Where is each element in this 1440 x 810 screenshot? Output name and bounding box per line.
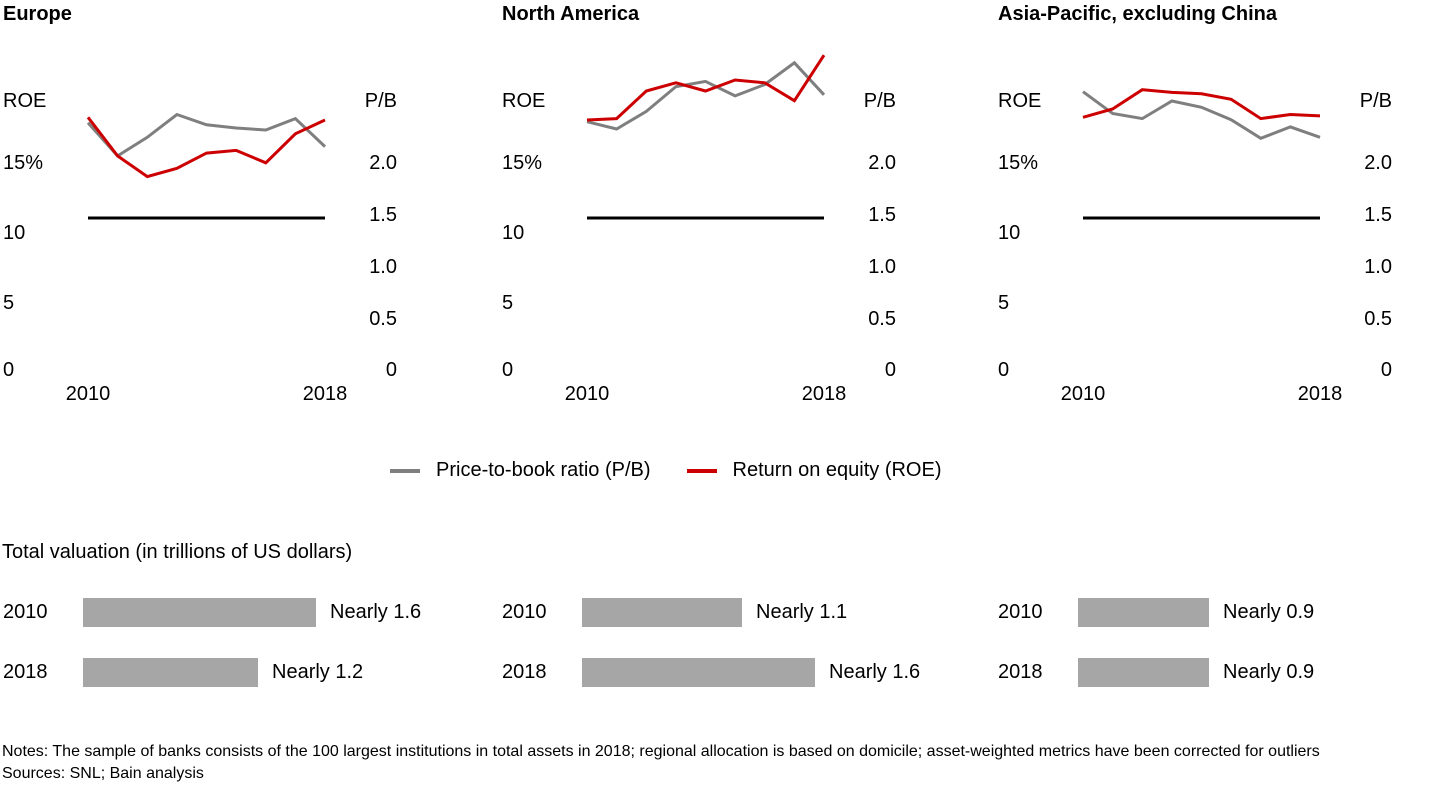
x-tick-last: 2018 bbox=[302, 383, 348, 405]
bar-year-label: 2010 bbox=[502, 600, 547, 623]
pb-line bbox=[1082, 90, 1321, 140]
right-axis-title: P/B bbox=[1359, 90, 1392, 112]
left-axis-title: ROE bbox=[998, 90, 1042, 112]
bar-value-label: Nearly 1.2 bbox=[272, 660, 364, 683]
right-tick: 1.5 bbox=[369, 204, 397, 226]
valuation-bar bbox=[1078, 657, 1209, 687]
right-tick: 2.0 bbox=[369, 152, 397, 174]
right-tick: 1.5 bbox=[868, 204, 896, 226]
chart-col-europe: Europe ROE P/B 15% 10 5 0 2.0 1.5 1.0 0.… bbox=[0, 0, 480, 810]
left-tick: 10 bbox=[502, 222, 525, 244]
right-tick: 1.5 bbox=[1364, 204, 1392, 226]
bar-year-label: 2018 bbox=[998, 660, 1043, 683]
valuation-row: 2010 Nearly 0.9 bbox=[998, 597, 1314, 627]
valuation-row: 2018 Nearly 1.6 bbox=[502, 657, 920, 687]
chart-col-asia-pacific: Asia-Pacific, excluding China ROE P/B 15… bbox=[960, 0, 1440, 810]
left-tick: 5 bbox=[3, 292, 15, 314]
valuation-row: 2018 Nearly 0.9 bbox=[998, 657, 1314, 687]
notes-block: Notes: The sample of banks consists of t… bbox=[2, 741, 1402, 785]
bar-value-label: Nearly 0.9 bbox=[1223, 600, 1315, 623]
roe-line bbox=[86, 116, 326, 179]
line-plot bbox=[86, 112, 327, 220]
bar-year-label: 2018 bbox=[502, 660, 547, 683]
right-tick: 0.5 bbox=[369, 308, 397, 330]
left-tick: 0 bbox=[502, 359, 514, 381]
roe-line bbox=[1082, 88, 1321, 121]
right-tick: 0 bbox=[1380, 359, 1392, 381]
left-tick: 15% bbox=[3, 152, 44, 174]
x-tick-first: 2010 bbox=[1060, 383, 1106, 405]
right-tick: 0 bbox=[884, 359, 896, 381]
valuation-bar bbox=[83, 657, 258, 687]
roe-line bbox=[586, 54, 826, 122]
right-tick: 0.5 bbox=[1364, 308, 1392, 330]
line-plot bbox=[586, 54, 826, 220]
valuation-bar bbox=[83, 597, 316, 627]
right-tick: 2.0 bbox=[868, 152, 896, 174]
chart-title: Asia-Pacific, excluding China bbox=[998, 3, 1277, 25]
left-tick: 0 bbox=[998, 359, 1010, 381]
right-axis-title: P/B bbox=[863, 90, 896, 112]
right-tick: 1.0 bbox=[369, 256, 397, 278]
x-tick-last: 2018 bbox=[1297, 383, 1343, 405]
valuation-bar bbox=[1078, 597, 1209, 627]
left-tick: 10 bbox=[3, 222, 26, 244]
legend-pb-label: Price-to-book ratio (P/B) bbox=[436, 459, 651, 481]
left-tick: 15% bbox=[998, 152, 1039, 174]
valuation-bar bbox=[582, 657, 815, 687]
bar-value-label: Nearly 1.6 bbox=[330, 600, 422, 623]
bar-value-label: Nearly 1.1 bbox=[756, 600, 848, 623]
right-tick: 1.0 bbox=[868, 256, 896, 278]
bar-year-label: 2018 bbox=[3, 660, 48, 683]
notes-text: Notes: The sample of banks consists of t… bbox=[2, 743, 1320, 760]
right-tick: 0.5 bbox=[868, 308, 896, 330]
left-tick: 5 bbox=[502, 292, 514, 314]
left-axis-title: ROE bbox=[3, 90, 47, 112]
chart-title: North America bbox=[502, 3, 640, 25]
pb-line bbox=[586, 60, 826, 131]
x-tick-first: 2010 bbox=[65, 383, 111, 405]
valuation-bar bbox=[582, 597, 742, 627]
line-plot bbox=[1082, 88, 1321, 220]
bar-year-label: 2010 bbox=[998, 600, 1043, 623]
chart-title: Europe bbox=[3, 3, 72, 25]
left-tick: 5 bbox=[998, 292, 1010, 314]
pb-line bbox=[86, 112, 327, 158]
bar-value-label: Nearly 0.9 bbox=[1223, 660, 1315, 683]
left-tick: 0 bbox=[3, 359, 15, 381]
x-tick-last: 2018 bbox=[801, 383, 847, 405]
right-tick: 2.0 bbox=[1364, 152, 1392, 174]
right-tick: 1.0 bbox=[1364, 256, 1392, 278]
valuation-section-title: Total valuation (in trillions of US doll… bbox=[2, 541, 353, 563]
chart-col-north-america: North America ROE P/B 15% 10 5 0 2.0 1.5… bbox=[480, 0, 960, 810]
sources-text: Sources: SNL; Bain analysis bbox=[2, 765, 204, 782]
bar-value-label: Nearly 1.6 bbox=[829, 660, 921, 683]
pb-line-swatch bbox=[390, 468, 420, 473]
right-axis-title: P/B bbox=[364, 90, 397, 112]
valuation-row: 2010 Nearly 1.1 bbox=[502, 597, 847, 627]
valuation-row: 2018 Nearly 1.2 bbox=[3, 657, 363, 687]
valuation-row: 2010 Nearly 1.6 bbox=[3, 597, 421, 627]
left-axis-title: ROE bbox=[502, 90, 546, 112]
left-tick: 10 bbox=[998, 222, 1021, 244]
bar-year-label: 2010 bbox=[3, 600, 48, 623]
legend-roe-label: Return on equity (ROE) bbox=[732, 459, 942, 481]
left-tick: 15% bbox=[502, 152, 543, 174]
x-tick-first: 2010 bbox=[564, 383, 610, 405]
right-tick: 0 bbox=[385, 359, 397, 381]
roe-line-swatch bbox=[686, 468, 717, 473]
legend: Price-to-book ratio (P/B) Return on equi… bbox=[390, 459, 942, 482]
